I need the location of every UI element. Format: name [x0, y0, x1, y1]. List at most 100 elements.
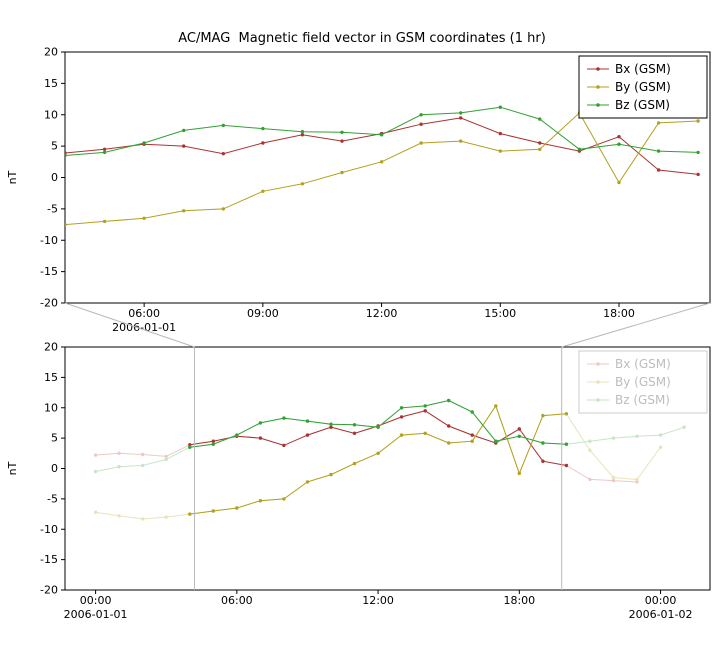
- x-tick-label: 00:00: [80, 594, 112, 607]
- y-tick-label: 0: [51, 171, 58, 184]
- date-label: 2006-01-02: [629, 608, 693, 621]
- bx-faded-point: [117, 451, 121, 455]
- legend-sample-marker: [596, 362, 600, 366]
- by-point: [419, 141, 423, 145]
- x-tick-label: 12:00: [366, 307, 398, 320]
- y-tick-label: 20: [44, 46, 58, 59]
- bz-faded-point: [588, 439, 592, 443]
- x-tick-label: 09:00: [247, 307, 279, 320]
- by-point: [102, 219, 107, 224]
- legend-label: By (GSM): [615, 375, 671, 389]
- by-point: [221, 207, 225, 211]
- context-chart: -20 -15 -10 -5 0 5 10 15 20 00:00 06:00 12:00 18:00 0…: [6, 341, 711, 621]
- by-point: [517, 471, 521, 476]
- y-tick-label: -20: [40, 584, 58, 597]
- by-point: [300, 182, 305, 186]
- overview-chart: -20 -15 -10 -5 0 5 10 15 20 06:00 09:00 12:00 15:00 1…: [6, 46, 711, 334]
- bz-point: [376, 425, 380, 429]
- bz-faded-point: [117, 465, 121, 469]
- by-faded-point: [635, 477, 639, 482]
- y-tick-label: 10: [44, 108, 58, 121]
- bx-point: [300, 133, 305, 137]
- legend-sample-marker: [596, 67, 600, 71]
- bz-point: [188, 445, 192, 449]
- bx-point: [340, 139, 344, 143]
- bz-point: [459, 111, 463, 115]
- bx-faded-point: [141, 452, 145, 457]
- bz-faded-point: [682, 425, 686, 429]
- bx-point: [258, 436, 263, 440]
- zoom-connector-left: [64, 302, 195, 348]
- bx-point: [221, 152, 225, 156]
- bx-point: [696, 172, 700, 177]
- zoom-connector-right: [561, 302, 711, 348]
- bx-point: [399, 415, 404, 419]
- by-faded-point: [164, 515, 168, 519]
- bx-faded-point: [164, 454, 168, 459]
- by-point: [142, 216, 146, 220]
- date-label: 2006-01-01: [64, 608, 128, 621]
- bz-point: [517, 434, 521, 438]
- bz-point: [494, 439, 498, 443]
- bz-point: [282, 416, 286, 420]
- bz-point: [329, 422, 333, 426]
- by-point: [188, 512, 192, 516]
- by-point: [494, 404, 498, 408]
- bz-faded-point: [141, 463, 145, 468]
- y-tick-label: 10: [44, 401, 58, 414]
- legend-label: Bx (GSM): [615, 357, 671, 371]
- bz-point: [399, 406, 404, 410]
- bx-point: [102, 147, 107, 151]
- bz-faded-point: [164, 457, 168, 462]
- bz-point: [352, 423, 357, 427]
- legend-label: By (GSM): [615, 80, 671, 94]
- bz-point: [305, 419, 310, 423]
- bx-point: [423, 409, 427, 413]
- by-line: [65, 112, 699, 226]
- bz-point: [340, 130, 344, 134]
- bz-point: [447, 398, 451, 403]
- by-point: [340, 170, 344, 175]
- y-tick-label: -5: [47, 202, 58, 215]
- by-point: [282, 497, 286, 501]
- bx-point: [419, 122, 423, 126]
- y-axis-label: nT: [6, 170, 19, 184]
- by-point: [399, 433, 404, 437]
- legend-sample-marker: [596, 398, 600, 402]
- by-point: [538, 147, 542, 151]
- bx-point: [261, 141, 265, 145]
- bz-point: [577, 147, 582, 151]
- bz-point: [498, 105, 502, 109]
- y-tick-label: 5: [51, 432, 58, 445]
- bx-point: [656, 168, 661, 172]
- x-tick-label: 18:00: [503, 594, 535, 607]
- bz-point: [423, 404, 427, 408]
- x-tick-label: 18:00: [603, 307, 635, 320]
- bz-line: [189, 399, 567, 448]
- bx-point: [541, 459, 545, 463]
- x-tick-label: 12:00: [362, 594, 394, 607]
- bz-point: [142, 141, 146, 145]
- bx-point: [498, 131, 502, 136]
- by-line: [189, 404, 567, 515]
- bx-faded-line: [95, 410, 638, 483]
- by-point: [65, 222, 67, 227]
- by-point: [696, 119, 700, 123]
- by-faded-point: [141, 517, 145, 521]
- bz-point: [617, 142, 621, 146]
- by-point: [305, 480, 310, 484]
- by-faded-point: [117, 514, 121, 518]
- bz-point: [538, 117, 542, 121]
- bx-point: [282, 443, 286, 448]
- bz-point: [221, 123, 225, 128]
- y-axis-label: nT: [6, 461, 19, 475]
- by-point: [329, 472, 333, 477]
- bx-point: [617, 135, 621, 139]
- bx-point: [188, 443, 192, 447]
- bz-point: [102, 150, 107, 155]
- bz-faded-point: [611, 436, 616, 440]
- bz-point: [211, 442, 215, 446]
- chart-title: AC/MAG Magnetic field vector in GSM coor…: [178, 31, 546, 46]
- bz-point: [564, 442, 569, 446]
